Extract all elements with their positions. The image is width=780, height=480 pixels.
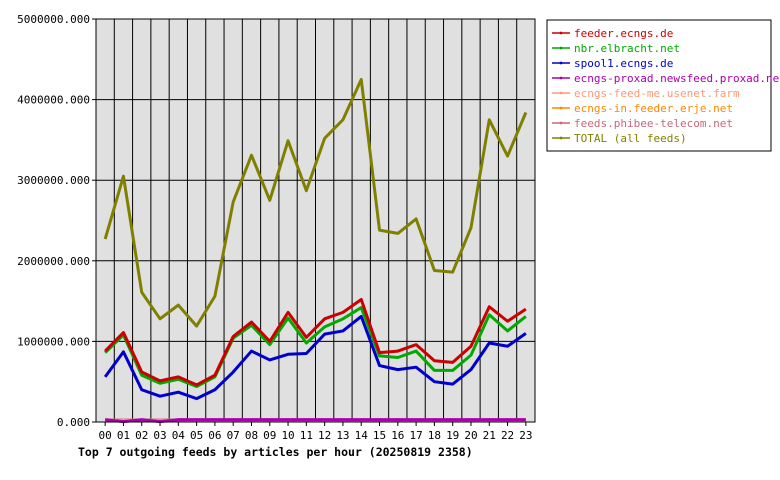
x-tick-label: 11 [300,429,313,442]
y-tick-label: 0.000 [57,416,90,429]
x-tick-label: 22 [501,429,514,442]
y-tick-label: 3000000.000 [17,174,90,187]
x-tick-label: 09 [263,429,276,442]
chart-title: Top 7 outgoing feeds by articles per hou… [78,445,473,459]
x-tick-label: 00 [99,429,112,442]
legend-entry: nbr.elbracht.net [574,42,680,55]
x-tick-label: 02 [135,429,148,442]
series-line [104,306,527,389]
legend-entry: ecngs-proxad.newsfeed.proxad.net [574,72,780,85]
x-tick-label: 23 [519,429,532,442]
x-tick-label: 04 [172,429,186,442]
series-line [104,297,527,387]
x-tick-label: 05 [190,429,203,442]
legend-entry: feeds.phibee-telecom.net [574,117,733,130]
x-tick-label: 03 [153,429,166,442]
series-line [103,77,528,328]
x-tick-label: 15 [373,429,386,442]
legend-marker [559,121,563,125]
legend-entry: TOTAL (all feeds) [574,132,687,145]
legend-marker [559,31,563,35]
x-tick-label: 06 [208,429,221,442]
x-tick-label: 19 [446,429,459,442]
legend-marker [559,76,563,80]
legend-box [546,19,772,152]
x-tick-label: 13 [336,429,349,442]
series [103,77,528,424]
legend-marker [559,136,563,140]
plot-frame [95,18,536,423]
series-line [103,314,527,401]
x-axis: 00 01 02 03 04 05 06 07 08 09 10 11 12 13 14 15 16 17 18 19… [99,422,532,442]
x-tick-label: 14 [355,429,369,442]
x-tick-label: 21 [483,429,496,442]
x-tick-label: 08 [245,429,258,442]
legend-entry: ecngs-feed-me.usenet.farm [574,87,740,100]
x-tick-label: 16 [391,429,404,442]
y-tick-label: 2000000.000 [17,255,90,268]
x-tick-label: 07 [227,429,240,442]
x-tick-label: 01 [117,429,130,442]
x-tick-label: 20 [464,429,477,442]
legend-entry: ecngs-in.feeder.erje.net [574,102,733,115]
legend-entry: spool1.ecngs.de [574,57,673,70]
legend-marker [559,91,563,95]
y-tick-label: 5000000.000 [17,13,90,26]
x-tick-label: 18 [428,429,441,442]
legend-marker [559,46,563,50]
legend-marker [559,61,563,65]
y-tick-label: 4000000.000 [17,94,90,107]
series-line [104,418,526,424]
legend-marker [559,106,563,110]
y-tick-label: 1000000.000 [17,335,90,348]
legend-entry: feeder.ecngs.de [574,27,673,40]
y-axis: 0.000 1000000.000 2000000.000 3000000.000 40… [17,13,96,429]
legend: feeder.ecngs.de nbr.elbracht.net spool1.ec… [546,19,780,152]
x-tick-label: 12 [318,429,331,442]
x-tick-label: 10 [281,429,294,442]
x-tick-label: 17 [409,429,422,442]
